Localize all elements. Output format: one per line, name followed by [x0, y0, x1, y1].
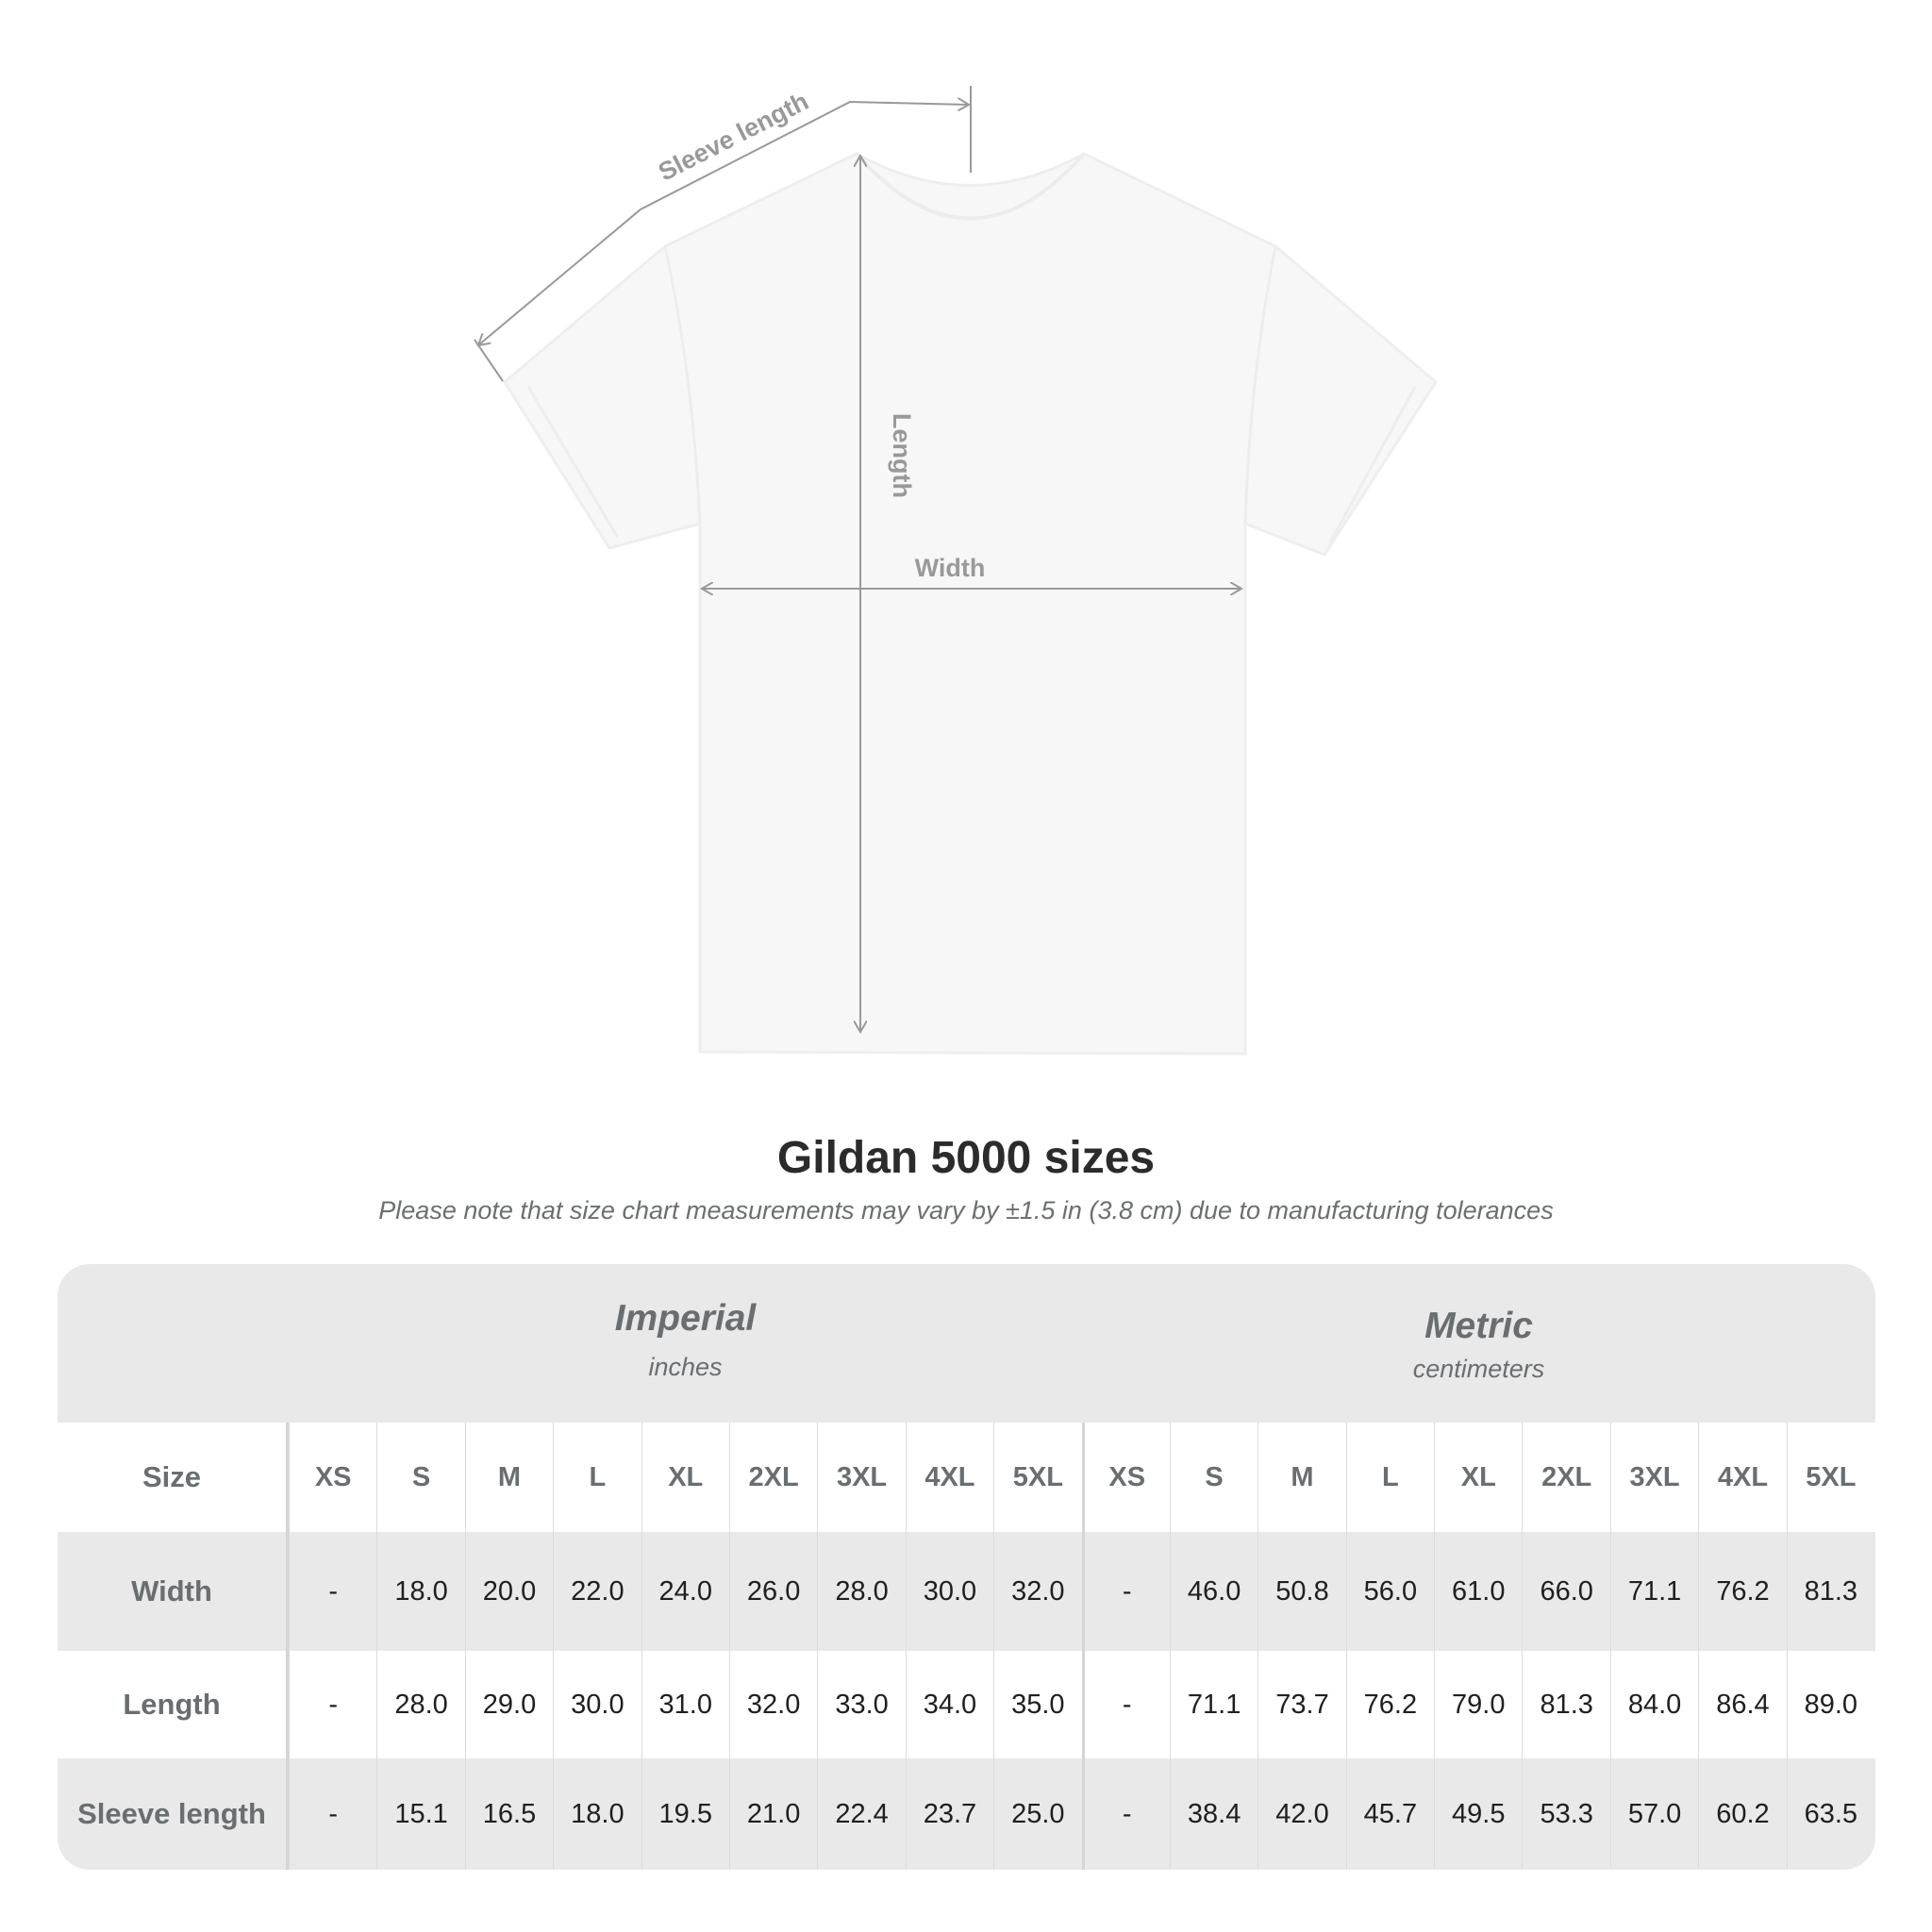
- tolerance-note: Please note that size chart measurements…: [378, 1196, 1554, 1224]
- table-cell-imperial: 29.0: [464, 1651, 553, 1758]
- table-cell-imperial: 28.0: [376, 1651, 464, 1758]
- metric-header: Metric centimeters: [1082, 1306, 1875, 1384]
- table-cell-metric: 57.0: [1609, 1758, 1698, 1870]
- size-header-imperial: 4XL: [905, 1423, 993, 1532]
- table-cell-imperial: 28.0: [817, 1532, 905, 1651]
- table-cell-metric: 61.0: [1434, 1532, 1522, 1651]
- table-cell-metric: 63.5: [1786, 1758, 1874, 1870]
- table-cell-metric: 71.1: [1609, 1532, 1698, 1651]
- table-cell-imperial: 32.0: [728, 1651, 817, 1758]
- size-header-imperial: XL: [641, 1423, 729, 1532]
- table-cell-metric: 76.2: [1345, 1651, 1434, 1758]
- table-cell-imperial: 25.0: [993, 1758, 1081, 1870]
- table-cell-metric: 81.3: [1522, 1651, 1609, 1758]
- size-header-metric: 4XL: [1698, 1423, 1786, 1532]
- table-cell-metric: 38.4: [1169, 1758, 1257, 1870]
- size-table: Imperial inches Metric centimeters Size X…: [58, 1264, 1875, 1870]
- table-cell-metric: 49.5: [1434, 1758, 1522, 1870]
- table-cell-imperial: 20.0: [464, 1532, 553, 1651]
- table-cell-metric: 86.4: [1698, 1651, 1786, 1758]
- table-cell-metric: 71.1: [1169, 1651, 1257, 1758]
- table-cell-imperial: 35.0: [993, 1651, 1081, 1758]
- table-cell-imperial: 30.0: [553, 1651, 641, 1758]
- table-cell-imperial: -: [289, 1651, 376, 1758]
- size-header-imperial: L: [553, 1423, 641, 1532]
- table-cell-metric: 81.3: [1786, 1532, 1874, 1651]
- length-label: Length: [888, 413, 916, 498]
- table-cell-metric: 76.2: [1698, 1532, 1786, 1651]
- table-cell-imperial: 18.0: [376, 1532, 464, 1651]
- size-header-imperial: XS: [289, 1423, 376, 1532]
- size-header-metric: 2XL: [1522, 1423, 1609, 1532]
- table-cell-imperial: -: [289, 1532, 376, 1651]
- table-row: Width -18.0 20.0 22.0 24.0 26.0 28.0 30.0 32.0-4…: [58, 1532, 1875, 1651]
- table-row: Length -28.0 29.0 30.0 31.0 32.0 33.0 34.0 35.0-…: [58, 1651, 1875, 1758]
- table-cell-metric: 53.3: [1522, 1758, 1609, 1870]
- unit-header-band: [58, 1264, 1875, 1423]
- table-cell-imperial: 33.0: [817, 1651, 905, 1758]
- table-cell-imperial: 30.0: [905, 1532, 993, 1651]
- table-cell-metric: 45.7: [1345, 1758, 1434, 1870]
- table-cell-metric: 60.2: [1698, 1758, 1786, 1870]
- table-cell-metric: 42.0: [1257, 1758, 1345, 1870]
- size-header-metric: S: [1169, 1423, 1257, 1532]
- size-header-metric: 3XL: [1609, 1423, 1698, 1532]
- tshirt-shape: [503, 152, 1438, 1056]
- table-cell-metric: 50.8: [1257, 1532, 1345, 1651]
- table-cell-imperial: 16.5: [464, 1758, 553, 1870]
- table-cell-metric: 46.0: [1169, 1532, 1257, 1651]
- size-header-metric: XS: [1081, 1423, 1170, 1532]
- table-cell-imperial: 18.0: [553, 1758, 641, 1870]
- table-row: Sleeve length -15.1 16.5 18.0 19.5 21.0 22.4 23…: [58, 1758, 1875, 1870]
- table-cell-metric: 84.0: [1609, 1651, 1698, 1758]
- imperial-heading: Imperial: [614, 1298, 757, 1339]
- size-header-imperial: S: [376, 1423, 464, 1532]
- size-header-metric: L: [1345, 1423, 1434, 1532]
- size-header-metric: M: [1257, 1423, 1345, 1532]
- table-cell-metric: -: [1081, 1758, 1170, 1870]
- row-label: Length: [58, 1651, 289, 1758]
- metric-unit: centimeters: [1412, 1355, 1545, 1383]
- imperial-unit: inches: [648, 1353, 723, 1381]
- imperial-header: Imperial inches: [289, 1298, 1082, 1382]
- table-cell-imperial: 22.4: [817, 1758, 905, 1870]
- table-cell-metric: 79.0: [1434, 1651, 1522, 1758]
- table-cell-imperial: 15.1: [376, 1758, 464, 1870]
- table-cell-imperial: 24.0: [641, 1532, 729, 1651]
- table-cell-metric: 56.0: [1345, 1532, 1434, 1651]
- size-label: Size: [58, 1423, 289, 1532]
- row-label: Width: [58, 1532, 289, 1651]
- table-cell-imperial: 22.0: [553, 1532, 641, 1651]
- size-header-row: Size XS S M L XL 2XL 3XL 4XL 5XL XS S M L XL 2XL 3XL 4XL 5…: [58, 1423, 1875, 1532]
- metric-heading: Metric: [1424, 1306, 1533, 1346]
- size-header-imperial: 3XL: [817, 1423, 905, 1532]
- table-cell-metric: 66.0: [1522, 1532, 1609, 1651]
- page-title: Gildan 5000 sizes: [776, 1133, 1156, 1183]
- width-label: Width: [915, 554, 986, 582]
- table-cell-imperial: 23.7: [905, 1758, 993, 1870]
- size-header-metric: XL: [1434, 1423, 1522, 1532]
- table-cell-imperial: -: [289, 1758, 376, 1870]
- table-cell-imperial: 26.0: [728, 1532, 817, 1651]
- table-cell-metric: 89.0: [1786, 1651, 1874, 1758]
- table-cell-imperial: 31.0: [641, 1651, 729, 1758]
- size-header-metric: 5XL: [1786, 1423, 1874, 1532]
- row-label: Sleeve length: [58, 1758, 289, 1870]
- table-cell-imperial: 21.0: [728, 1758, 817, 1870]
- sleeve-length-arrow: [478, 102, 969, 345]
- size-header-imperial: 5XL: [993, 1423, 1081, 1532]
- sleeve-length-label: Sleeve length: [654, 87, 813, 187]
- size-header-imperial: M: [464, 1423, 553, 1532]
- table-cell-imperial: 34.0: [905, 1651, 993, 1758]
- table-cell-imperial: 32.0: [993, 1532, 1081, 1651]
- table-cell-metric: -: [1081, 1651, 1170, 1758]
- table-cell-imperial: 19.5: [641, 1758, 729, 1870]
- table-cell-metric: 73.7: [1257, 1651, 1345, 1758]
- table-cell-metric: -: [1081, 1532, 1170, 1651]
- size-header-imperial: 2XL: [728, 1423, 817, 1532]
- tshirt-diagram: Sleeve length Length Width: [474, 86, 1438, 1056]
